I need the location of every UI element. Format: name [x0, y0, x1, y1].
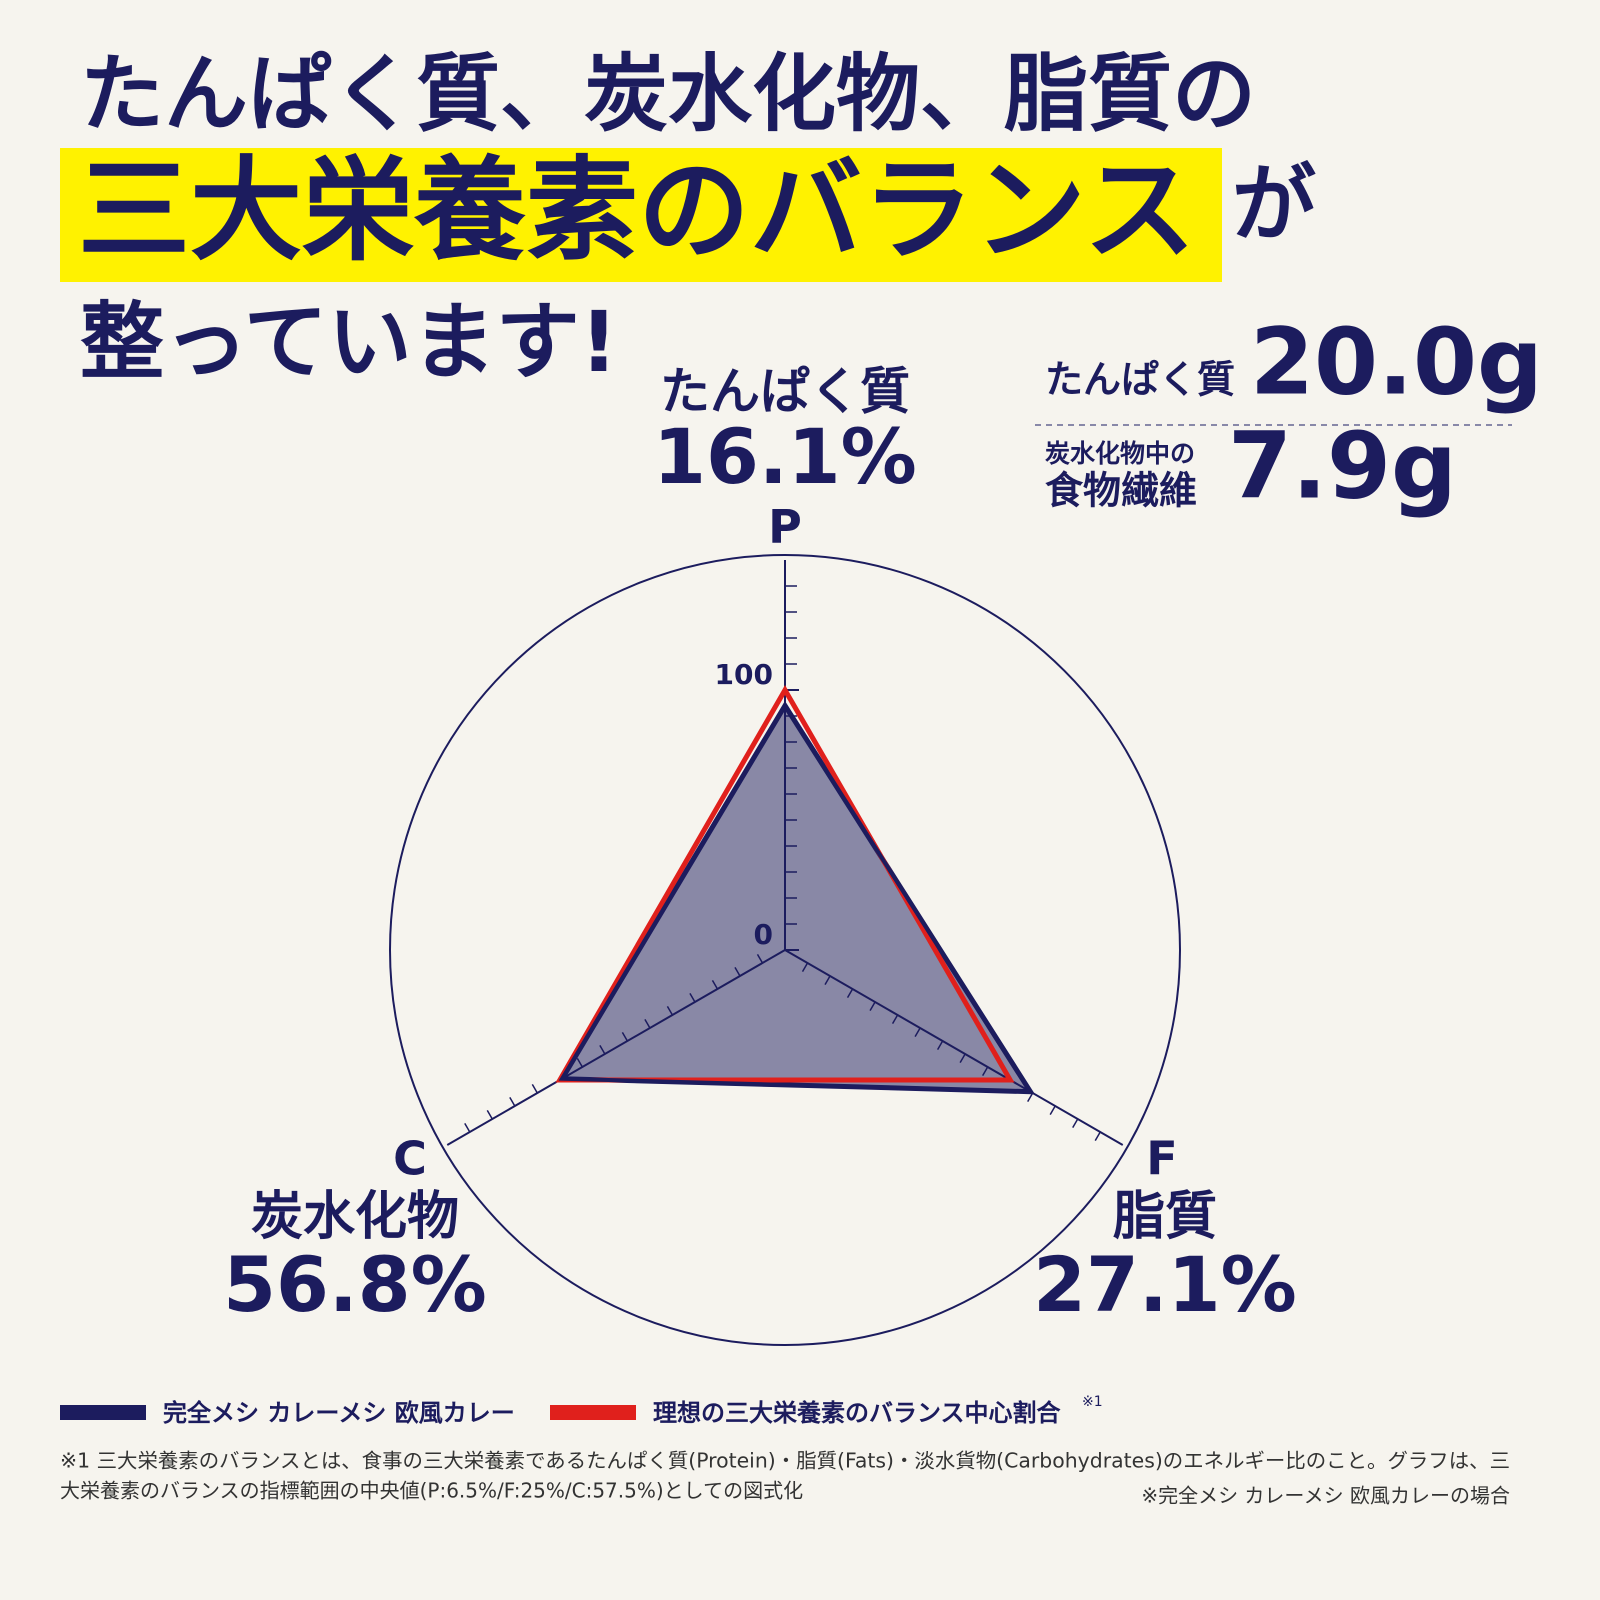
series-area	[557, 700, 1036, 1095]
footnote: ※完全メシ カレーメシ 欧風カレーの場合	[1141, 1484, 1510, 1508]
legend-note: ※1	[1082, 1394, 1103, 1410]
tick-mark	[531, 1083, 538, 1094]
protein-amount: 20.0g	[1250, 308, 1543, 415]
tick-mark	[1072, 1118, 1079, 1129]
legend-swatch	[550, 1405, 636, 1420]
share-label: 56.8%	[223, 1240, 487, 1329]
axis-letter: P	[768, 500, 802, 554]
outer-circle	[389, 554, 1181, 1346]
axis-letter: F	[1146, 1132, 1177, 1186]
tick-mark	[1094, 1131, 1101, 1142]
headline-line1: たんぱく質、炭水化物、脂質の	[80, 45, 1256, 143]
share-label: 16.1%	[653, 412, 917, 501]
tick-mark	[486, 1109, 493, 1120]
legend-swatch	[60, 1405, 146, 1420]
legend-label: 完全メシ カレーメシ 欧風カレー	[163, 1399, 515, 1427]
fiber-label: 食物繊維	[1045, 469, 1197, 513]
axis-name: 炭水化物	[251, 1187, 459, 1247]
r-tick-label: 100	[715, 658, 773, 691]
headline-line3: 整っています!	[80, 293, 618, 391]
axis-name: 脂質	[1113, 1187, 1217, 1247]
headline-highlight: 三大栄養素のバランス	[78, 146, 1196, 276]
footnote: ※1 三大栄養素のバランスとは、食事の三大栄養素であるたんぱく質(Protein…	[60, 1449, 1510, 1473]
headline-particle: が	[1232, 155, 1316, 253]
protein-label: たんぱく質	[1045, 358, 1235, 402]
axis-name: たんぱく質	[660, 363, 910, 421]
fiber-label: 炭水化物中の	[1045, 439, 1195, 468]
footnote: 大栄養素のバランスの指標範囲の中央値(P:6.5%/F:25%/C:57.5%)…	[60, 1479, 803, 1503]
tick-mark	[464, 1122, 471, 1133]
axis-letter: C	[393, 1132, 427, 1186]
tick-mark	[1027, 1092, 1034, 1103]
legend-label: 理想の三大栄養素のバランス中心割合	[653, 1399, 1062, 1427]
highlight-band	[60, 148, 1222, 282]
share-label: 27.1%	[1033, 1240, 1297, 1329]
fiber-amount: 7.9g	[1228, 412, 1457, 519]
tick-mark	[1049, 1105, 1056, 1116]
tick-mark	[509, 1096, 516, 1107]
series-outline	[558, 701, 1035, 1094]
